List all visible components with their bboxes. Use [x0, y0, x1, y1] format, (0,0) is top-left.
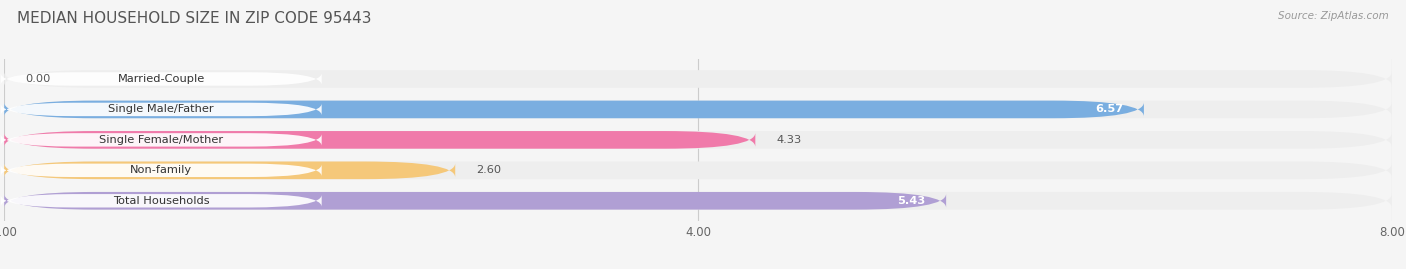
FancyBboxPatch shape	[1, 72, 322, 86]
FancyBboxPatch shape	[1, 133, 322, 147]
Text: Source: ZipAtlas.com: Source: ZipAtlas.com	[1278, 11, 1389, 21]
FancyBboxPatch shape	[1, 164, 322, 177]
Text: Single Male/Father: Single Male/Father	[108, 104, 214, 114]
Text: Non-family: Non-family	[131, 165, 193, 175]
FancyBboxPatch shape	[4, 161, 1392, 179]
Text: Married-Couple: Married-Couple	[118, 74, 205, 84]
FancyBboxPatch shape	[4, 70, 1392, 88]
FancyBboxPatch shape	[4, 192, 946, 210]
Text: Single Female/Mother: Single Female/Mother	[100, 135, 224, 145]
Text: 0.00: 0.00	[25, 74, 51, 84]
FancyBboxPatch shape	[4, 101, 1144, 118]
Text: MEDIAN HOUSEHOLD SIZE IN ZIP CODE 95443: MEDIAN HOUSEHOLD SIZE IN ZIP CODE 95443	[17, 11, 371, 26]
FancyBboxPatch shape	[4, 161, 456, 179]
FancyBboxPatch shape	[4, 192, 1392, 210]
FancyBboxPatch shape	[1, 194, 322, 207]
FancyBboxPatch shape	[4, 131, 1392, 149]
FancyBboxPatch shape	[4, 101, 1392, 118]
Text: 5.43: 5.43	[897, 196, 925, 206]
Text: 2.60: 2.60	[477, 165, 501, 175]
Text: 4.33: 4.33	[776, 135, 801, 145]
Text: 6.57: 6.57	[1095, 104, 1123, 114]
FancyBboxPatch shape	[4, 131, 755, 149]
Text: Total Households: Total Households	[112, 196, 209, 206]
FancyBboxPatch shape	[1, 103, 322, 116]
